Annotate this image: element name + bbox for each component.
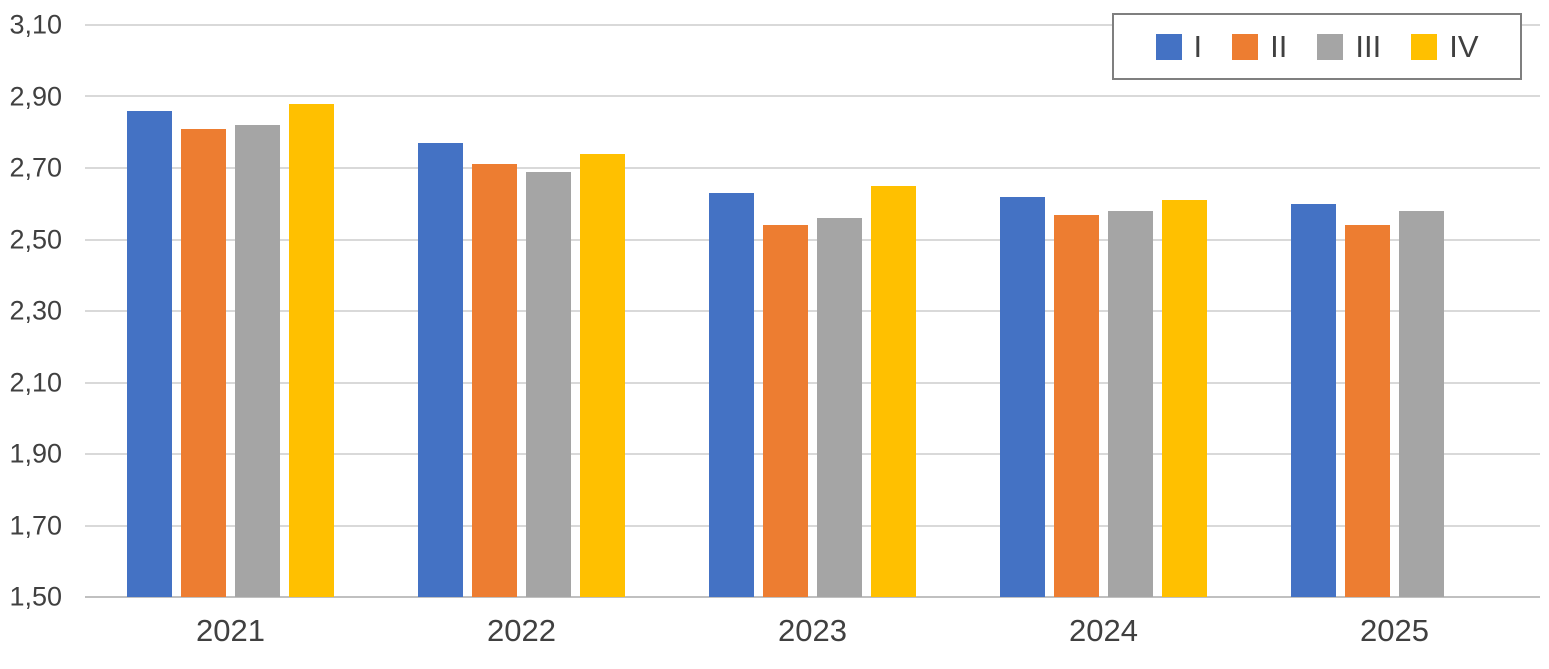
x-category-label-2025: 2025 xyxy=(1360,613,1429,648)
x-category-label-2021: 2021 xyxy=(196,613,265,648)
bar-IV-2022 xyxy=(580,153,625,597)
legend-item-IV: IV xyxy=(1411,28,1479,65)
bar-group-2025 xyxy=(1249,25,1540,597)
bar-III-2023 xyxy=(817,218,862,597)
y-tick-label: 1,90 xyxy=(9,438,62,469)
gridline-2,10 xyxy=(85,382,1540,384)
gridline-1,70 xyxy=(85,525,1540,527)
bar-group-2024 xyxy=(958,25,1249,597)
gridline-1,50 xyxy=(85,596,1540,598)
y-tick-label: 2,10 xyxy=(9,367,62,397)
bar-group-2021 xyxy=(85,25,376,597)
bar-I-2022 xyxy=(418,143,463,597)
x-category-label-2023: 2023 xyxy=(778,613,847,648)
legend-swatch-icon xyxy=(1155,33,1182,60)
y-tick-label: 2,90 xyxy=(9,81,62,111)
bar-II-2025 xyxy=(1345,225,1390,597)
bar-II-2021 xyxy=(181,128,226,597)
legend-swatch-icon xyxy=(1232,33,1259,60)
y-tick-label: 3,10 xyxy=(9,9,62,40)
bar-I-2025 xyxy=(1291,203,1336,597)
bar-group-2022 xyxy=(376,25,667,597)
y-tick-label: 2,30 xyxy=(9,295,62,326)
legend-swatch-icon xyxy=(1411,33,1438,60)
bar-IV-2024 xyxy=(1162,200,1207,597)
gridline-2,90 xyxy=(85,95,1540,97)
bar-II-2024 xyxy=(1054,214,1099,597)
x-category-label-2022: 2022 xyxy=(487,613,556,648)
y-tick-label: 2,50 xyxy=(9,224,62,254)
plot-area xyxy=(85,24,1540,598)
legend-item-III: III xyxy=(1317,29,1381,65)
x-category-label-2024: 2024 xyxy=(1069,613,1138,648)
bar-III-2021 xyxy=(235,125,280,597)
legend: I II III IV xyxy=(1112,13,1522,80)
legend-label: I xyxy=(1193,28,1203,64)
gridline-3,10 xyxy=(85,24,1540,26)
bar-III-2025 xyxy=(1399,210,1444,597)
bar-IV-2023 xyxy=(871,185,916,597)
bar-II-2022 xyxy=(472,164,517,597)
y-tick-label: 1,70 xyxy=(9,510,62,540)
bar-group-2023 xyxy=(667,25,958,597)
legend-label: III xyxy=(1355,28,1382,64)
gridline-2,30 xyxy=(85,310,1540,312)
bar-III-2022 xyxy=(526,171,571,597)
legend-item-II: II xyxy=(1232,29,1287,65)
y-tick-label: 2,70 xyxy=(9,152,62,183)
legend-label: IV xyxy=(1449,28,1479,64)
gridline-2,70 xyxy=(85,167,1540,169)
bar-III-2024 xyxy=(1108,210,1153,597)
legend-item-I: I xyxy=(1155,28,1203,65)
bar-IV-2021 xyxy=(289,103,334,597)
gridline-2,50 xyxy=(85,239,1540,241)
gridline-1,90 xyxy=(85,453,1540,455)
legend-swatch-icon xyxy=(1317,33,1344,60)
bar-I-2023 xyxy=(709,193,754,597)
bar-I-2024 xyxy=(1000,196,1045,597)
legend-label: II xyxy=(1270,28,1288,64)
bar-II-2023 xyxy=(763,225,808,597)
y-tick-label: 1,50 xyxy=(9,581,62,612)
bar-I-2021 xyxy=(127,110,172,597)
